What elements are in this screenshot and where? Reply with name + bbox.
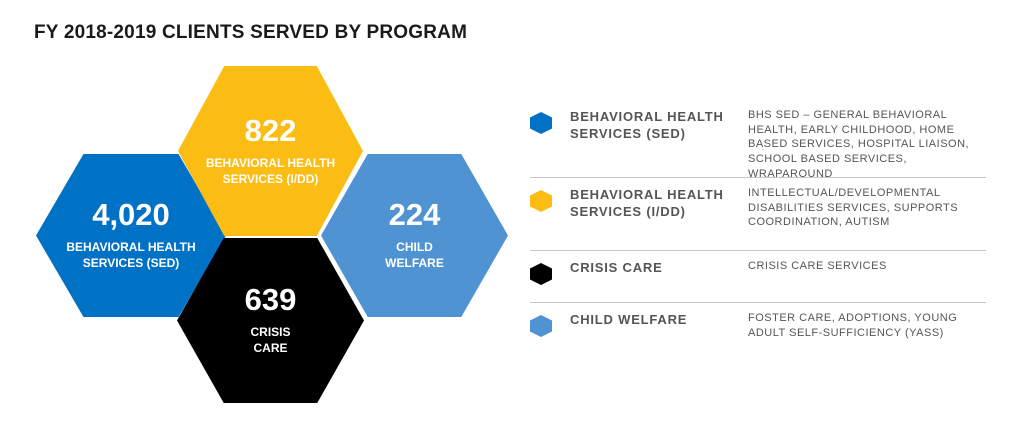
hexagon-child-welfare: 224 CHILD WELFARE [321, 154, 508, 317]
child-welfare-count: 224 [388, 197, 441, 233]
legend-label-sed: BEHAVIORAL HEALTH SERVICES (SED) [570, 109, 724, 142]
legend-description-sed: BHS SED – GENERAL BEHAVIORAL HEALTH, EAR… [748, 109, 970, 180]
hexagon-bullet-icon [530, 112, 552, 134]
legend-row-crisis-care: CRISIS CARE CRISIS CARE SERVICES [530, 251, 986, 303]
idd-hex-label: BEHAVIORAL HEALTH SERVICES (I/DD) [205, 155, 336, 186]
legend-row-sed: BEHAVIORAL HEALTH SERVICES (SED) BHS SED… [530, 100, 986, 180]
legend-row-idd: BEHAVIORAL HEALTH SERVICES (I/DD) INTELL… [530, 178, 986, 251]
program-legend: BEHAVIORAL HEALTH SERVICES (SED) BHS SED… [530, 100, 986, 363]
legend-label-crisis-care: CRISIS CARE [570, 260, 663, 275]
hexagon-bullet-icon [530, 263, 552, 285]
idd-count: 822 [244, 112, 297, 148]
hexagon-bullet-icon [530, 190, 552, 212]
hexagon-cluster: 4,020 BEHAVIORAL HEALTH SERVICES (SED) 8… [36, 66, 508, 403]
child-welfare-hex-label: CHILD WELFARE [385, 240, 444, 270]
legend-row-child-welfare: CHILD WELFARE FOSTER CARE, ADOPTIONS, YO… [530, 303, 986, 363]
legend-description-idd: INTELLECTUAL/DEVELOPMENTAL DISABILITIES … [748, 187, 959, 229]
legend-label-idd: BEHAVIORAL HEALTH SERVICES (I/DD) [570, 187, 724, 220]
sed-count: 4,020 [92, 197, 170, 233]
crisis-care-hex-label: CRISIS CARE [250, 325, 291, 355]
hexagon-bullet-icon [530, 315, 552, 337]
crisis-care-count: 639 [244, 282, 297, 318]
legend-description-child-welfare: FOSTER CARE, ADOPTIONS, YOUNG ADULT SELF… [748, 312, 958, 339]
legend-label-child-welfare: CHILD WELFARE [570, 312, 688, 327]
legend-description-crisis-care: CRISIS CARE SERVICES [748, 260, 887, 272]
sed-hex-label: BEHAVIORAL HEALTH SERVICES (SED) [66, 240, 196, 270]
page-title: FY 2018-2019 CLIENTS SERVED BY PROGRAM [34, 22, 468, 43]
